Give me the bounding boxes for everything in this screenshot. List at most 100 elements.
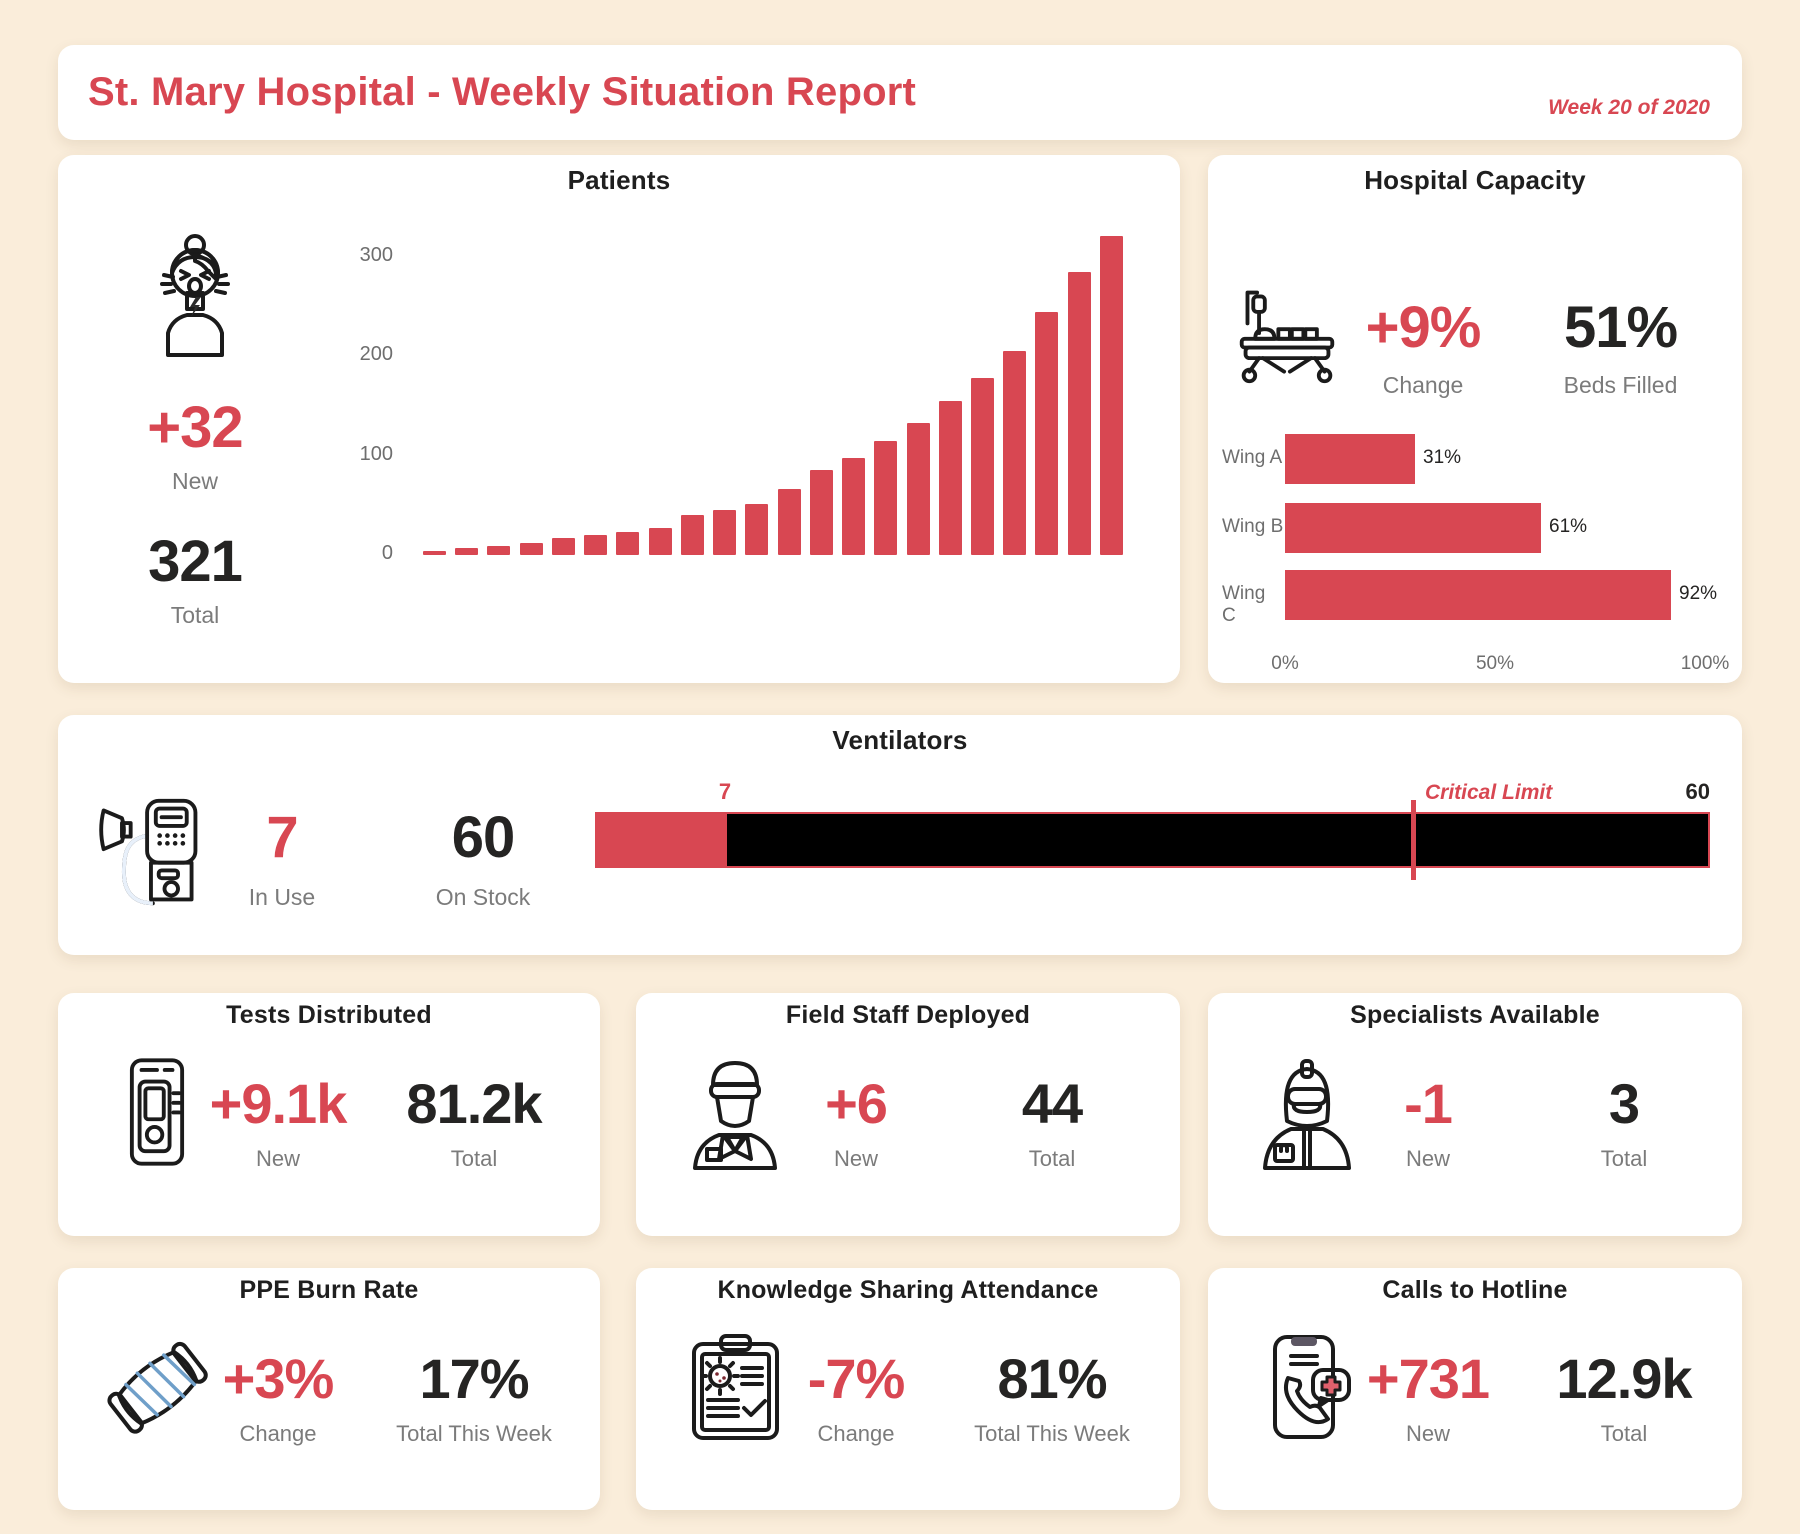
calls-to-hotline-card: Calls to Hotline +731 New 12.9k Total xyxy=(1208,1268,1742,1510)
wing-bar-track: 31% xyxy=(1285,434,1705,484)
wing-value-label: 31% xyxy=(1423,447,1462,468)
bullet-max-label: 60 xyxy=(1685,779,1710,804)
week-label: Week 20 of 2020 xyxy=(1548,96,1710,119)
tests-change-label: New xyxy=(255,1146,300,1171)
tests-distributed-card: Tests Distributed +9.1k New 81.2k Total xyxy=(58,993,600,1236)
capacity-filled-label: Beds Filled xyxy=(1563,372,1678,398)
header-card: St. Mary Hospital - Weekly Situation Rep… xyxy=(58,45,1742,140)
ventilators-title: Ventilators xyxy=(832,725,968,755)
ventilators-bullet-chart xyxy=(595,812,1710,868)
ppe-title: PPE Burn Rate xyxy=(239,1276,419,1304)
critical-limit-label: Critical Limit xyxy=(1425,781,1553,804)
patients-bar xyxy=(648,528,672,555)
patients-y-tick: 200 xyxy=(359,343,393,366)
wing-label: Wing B xyxy=(1222,516,1284,537)
patients-y-axis: 0 100 200 300 xyxy=(328,155,393,683)
capacity-change-value: +9% xyxy=(1365,295,1482,360)
patients-total-label: Total xyxy=(170,602,220,628)
wing-label: Wing C xyxy=(1222,583,1266,626)
hotline-total-label: Total xyxy=(1600,1421,1648,1446)
patients-bar xyxy=(1003,351,1027,555)
specialists-title: Specialists Available xyxy=(1350,1001,1600,1029)
hotline-title: Calls to Hotline xyxy=(1382,1276,1568,1304)
wing-bar-track: 92% xyxy=(1285,570,1717,620)
hospital-bed-icon xyxy=(1234,283,1340,387)
test-kit-icon xyxy=(96,1053,218,1171)
doctor-icon xyxy=(674,1053,796,1171)
patients-bar xyxy=(1067,272,1091,555)
ppe-total-label: Total This Week xyxy=(396,1421,552,1446)
wing-row: Wing B 61% xyxy=(1208,503,1742,553)
ppe-change-value: +3% xyxy=(222,1347,335,1410)
patients-y-tick: 0 xyxy=(381,542,393,564)
patients-bar xyxy=(970,378,994,555)
hospital-capacity-card: Hospital Capacity +9% Change 51% Beds Fi… xyxy=(1208,155,1742,683)
coughing-patient-icon xyxy=(150,233,240,357)
patients-bar xyxy=(938,401,962,555)
patients-bar xyxy=(906,423,930,555)
patients-card: Patients +32 New 321 Total 0 100 200 300 xyxy=(58,155,1180,683)
patients-total-value: 321 xyxy=(148,529,243,594)
clipboard-checklist-icon xyxy=(674,1328,796,1446)
face-mask-icon xyxy=(96,1328,218,1446)
wing-value-label: 92% xyxy=(1679,583,1718,604)
knowledge-sharing-card: Knowledge Sharing Attendance -7% Change … xyxy=(636,1268,1180,1510)
specialists-card: Specialists Available -1 New 3 Total xyxy=(1208,993,1742,1236)
specialists-total-value: 3 xyxy=(1608,1072,1640,1135)
staff-title: Field Staff Deployed xyxy=(785,1001,1031,1029)
wing-bar xyxy=(1285,503,1541,553)
page-title: St. Mary Hospital - Weekly Situation Rep… xyxy=(88,70,916,114)
wing-x-tick: 0% xyxy=(1271,653,1299,674)
critical-limit-marker xyxy=(1411,800,1416,880)
patients-bar xyxy=(551,538,575,555)
ppe-change-label: Change xyxy=(239,1421,317,1446)
patients-bar xyxy=(455,548,479,555)
patients-bar xyxy=(616,532,640,555)
patients-y-tick: 300 xyxy=(359,244,393,266)
wing-row: Wing A 31% xyxy=(1208,434,1742,484)
ppe-burn-rate-card: PPE Burn Rate +3% Change 17% Total This … xyxy=(58,1268,600,1510)
knowledge-title: Knowledge Sharing Attendance xyxy=(717,1276,1099,1304)
ventilators-card: Ventilators 7 In Use 60 On Sto xyxy=(58,715,1742,955)
wing-bars-chart: Wing A 31% Wing B 61% Wing C 92% 0% 50% 100% xyxy=(1208,425,1742,675)
staff-change-value: +6 xyxy=(825,1072,888,1135)
capacity-change-label: Change xyxy=(1382,372,1464,398)
patients-bar xyxy=(842,458,866,555)
knowledge-total-label: Total This Week xyxy=(974,1421,1130,1446)
patients-bar xyxy=(874,441,898,555)
patients-bars xyxy=(423,236,1123,555)
specialists-total-label: Total xyxy=(1600,1146,1648,1171)
wing-x-tick: 50% xyxy=(1475,653,1515,674)
field-staff-card: Field Staff Deployed +6 New 44 Total xyxy=(636,993,1180,1236)
specialists-change-label: New xyxy=(1405,1146,1450,1171)
tests-title: Tests Distributed xyxy=(226,1001,432,1029)
hotline-total-value: 12.9k xyxy=(1556,1347,1692,1410)
bullet-value-label: 7 xyxy=(718,779,732,804)
patients-bar xyxy=(713,510,737,555)
hotline-phone-icon xyxy=(1246,1328,1368,1446)
wing-bar xyxy=(1285,434,1415,484)
wing-x-tick: 100% xyxy=(1680,653,1730,674)
ventilators-inuse-label: In Use xyxy=(248,884,316,910)
tests-total-value: 81.2k xyxy=(406,1072,542,1135)
wing-value-label: 61% xyxy=(1549,516,1588,537)
hazmat-suit-icon xyxy=(1246,1053,1368,1171)
patients-new-label: New xyxy=(171,468,218,494)
staff-total-value: 44 xyxy=(1021,1072,1083,1135)
hotline-change-label: New xyxy=(1405,1421,1450,1446)
patients-bar xyxy=(519,543,543,555)
hotline-change-value: +731 xyxy=(1366,1347,1490,1410)
patients-bar xyxy=(584,535,608,555)
patients-bar xyxy=(423,551,446,555)
patients-bar xyxy=(809,470,833,555)
ventilators-inuse-value: 7 xyxy=(266,805,298,870)
patients-bar xyxy=(1099,236,1123,555)
wing-bar xyxy=(1285,570,1671,620)
knowledge-total-value: 81% xyxy=(997,1347,1107,1410)
ventilators-stock-value: 60 xyxy=(451,805,516,870)
ventilators-stock-label: On Stock xyxy=(435,884,531,910)
patients-bar xyxy=(487,546,511,555)
patients-bar xyxy=(745,504,769,555)
tests-total-label: Total xyxy=(450,1146,498,1171)
knowledge-change-label: Change xyxy=(817,1421,895,1446)
